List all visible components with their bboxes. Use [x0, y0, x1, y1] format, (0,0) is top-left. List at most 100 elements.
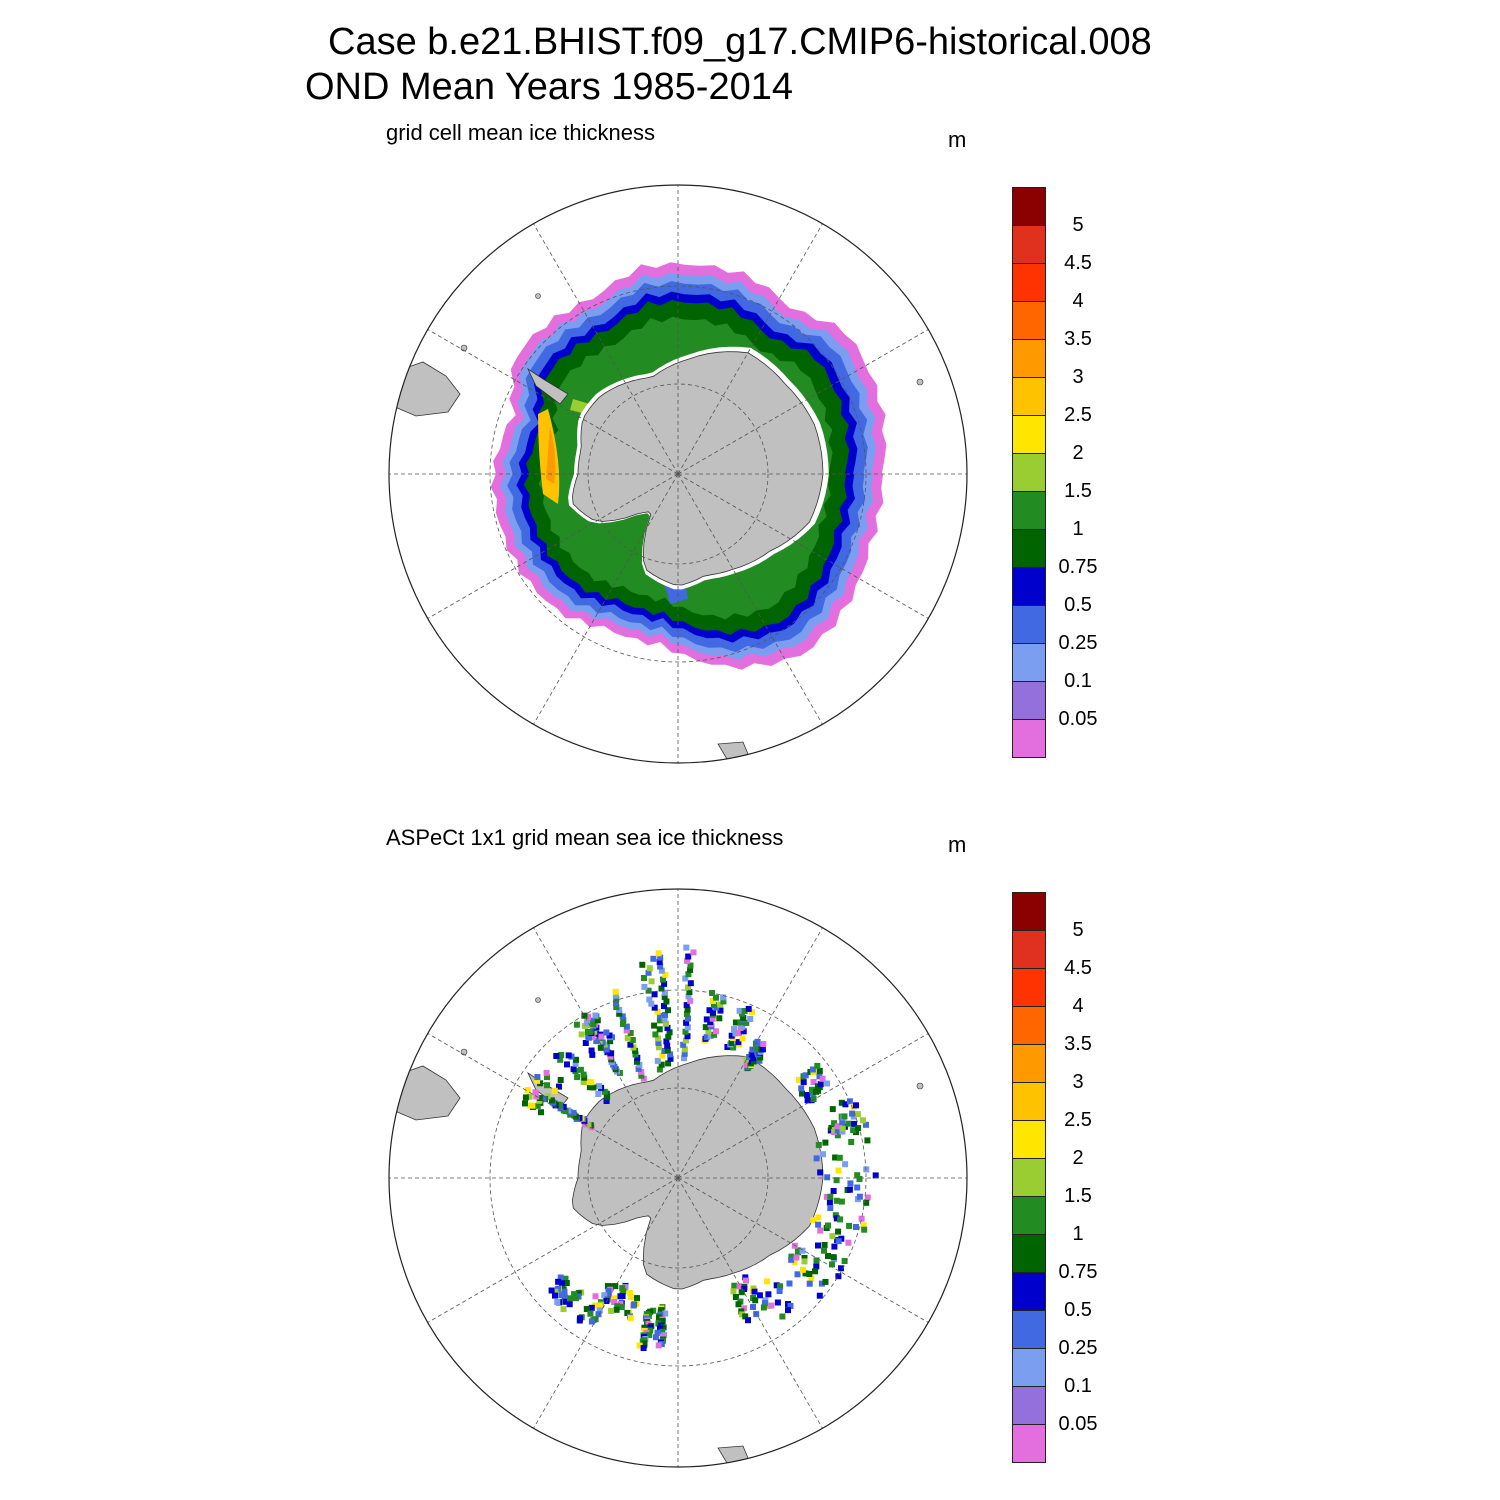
observation-cell [603, 1098, 610, 1104]
observation-cell [655, 1039, 662, 1046]
observation-cell [703, 1034, 710, 1041]
meridian-line [427, 1177, 679, 1323]
observation-cell [627, 1041, 634, 1048]
observation-cell [641, 1324, 648, 1331]
observation-cell [709, 1015, 716, 1022]
observation-cell [664, 1047, 671, 1054]
observation-cell [573, 1056, 579, 1063]
observation-cell [578, 1031, 585, 1038]
observation-cell [658, 1341, 665, 1348]
observation-cell [580, 1079, 587, 1086]
observation-cell [831, 1243, 838, 1250]
observation-cell [713, 994, 719, 1001]
observation-cell [751, 1058, 757, 1065]
observation-cell [647, 1324, 654, 1331]
observation-cell [560, 1107, 567, 1114]
colorbar-swatch [1012, 225, 1046, 264]
observation-cell [548, 1097, 555, 1104]
observation-cell [638, 1072, 645, 1079]
observation-cell [557, 1105, 564, 1112]
observation-cell [863, 1166, 870, 1173]
observation-cell [820, 1151, 826, 1158]
meridian-line [677, 1177, 929, 1323]
observation-cell [842, 1101, 849, 1108]
observation-cell [522, 1094, 529, 1101]
observation-cell [864, 1137, 871, 1144]
observation-cell [646, 965, 653, 972]
observation-cell [802, 1072, 809, 1079]
observation-cell [656, 1044, 662, 1051]
map-border [388, 888, 968, 1468]
observation-cell [835, 1273, 842, 1280]
island-kerguelen [916, 1082, 924, 1090]
observation-cell [659, 1052, 666, 1059]
observation-cell [799, 1247, 806, 1254]
observation-cell [712, 1028, 719, 1035]
meridian-line [533, 223, 679, 475]
colorbar-swatch [1012, 1120, 1046, 1159]
observation-cell [572, 1060, 579, 1067]
observation-cell [601, 1088, 608, 1095]
observation-cell [839, 1119, 846, 1126]
observation-cell [624, 1310, 631, 1316]
observation-cell [646, 1332, 653, 1338]
observation-cell [658, 1061, 665, 1068]
observation-cell [683, 1011, 690, 1017]
observation-cell [845, 1120, 852, 1127]
observation-cell [745, 1005, 752, 1012]
observation-cell [558, 1280, 565, 1287]
observation-cell [716, 1015, 723, 1022]
observation-cell [832, 1212, 839, 1219]
colorbar-tick-label: 1.5 [1064, 480, 1092, 502]
observation-cell [588, 1304, 595, 1311]
colorbar-tick-label: 4.5 [1064, 957, 1092, 979]
observation-cell [552, 1292, 558, 1299]
observation-cell [687, 997, 694, 1004]
island-bouvet [535, 293, 541, 299]
observation-cell [595, 1091, 602, 1097]
observation-cell [588, 1047, 595, 1054]
colorbar-tick-label: 0.25 [1058, 632, 1098, 654]
antarctic-peninsula [527, 367, 569, 405]
observation-cell [741, 1305, 748, 1312]
observation-cell [829, 1233, 836, 1240]
south-america-land [389, 361, 461, 417]
observation-cell [583, 1306, 590, 1312]
observation-cell [854, 1111, 861, 1118]
observation-cell [740, 1028, 747, 1035]
observation-cell [666, 1029, 673, 1036]
observation-cell [743, 1277, 749, 1284]
colorbar-tick-label: 5 [1072, 919, 1084, 941]
observation-cell [684, 1006, 691, 1013]
colorbar-swatch [1012, 567, 1046, 606]
observation-cell [832, 1154, 839, 1161]
observation-cell [742, 1274, 749, 1281]
observation-cell [623, 1023, 630, 1030]
observation-cell [856, 1176, 863, 1182]
figure-title-case: Case b.e21.BHIST.f09_g17.CMIP6-historica… [328, 21, 1152, 63]
observation-cell [810, 1217, 817, 1224]
observation-cell [534, 1077, 540, 1084]
observation-cell [680, 1041, 687, 1048]
observation-cell [809, 1086, 815, 1093]
meridian-line [533, 927, 679, 1179]
colorbar-swatch [1012, 301, 1046, 340]
observation-cell [655, 1314, 662, 1321]
colorbar-swatches [1012, 892, 1046, 1463]
observation-cell [849, 1110, 856, 1117]
colorbar-tick-label: 1.5 [1064, 1185, 1092, 1207]
observation-cell [567, 1295, 574, 1302]
observation-cell [589, 1017, 596, 1024]
observation-cell [735, 1039, 742, 1046]
observation-cell [665, 1033, 672, 1040]
observation-cell [806, 1280, 813, 1287]
map-obs [389, 944, 924, 1467]
observation-cell [627, 1030, 634, 1036]
observation-cell [850, 1127, 857, 1134]
observation-cell [661, 1048, 668, 1054]
observation-cell [808, 1275, 815, 1282]
observation-cell [587, 1310, 594, 1317]
unit-label-obs: m [948, 832, 967, 857]
observation-cell [743, 1061, 750, 1068]
observation-cell [785, 1307, 791, 1314]
